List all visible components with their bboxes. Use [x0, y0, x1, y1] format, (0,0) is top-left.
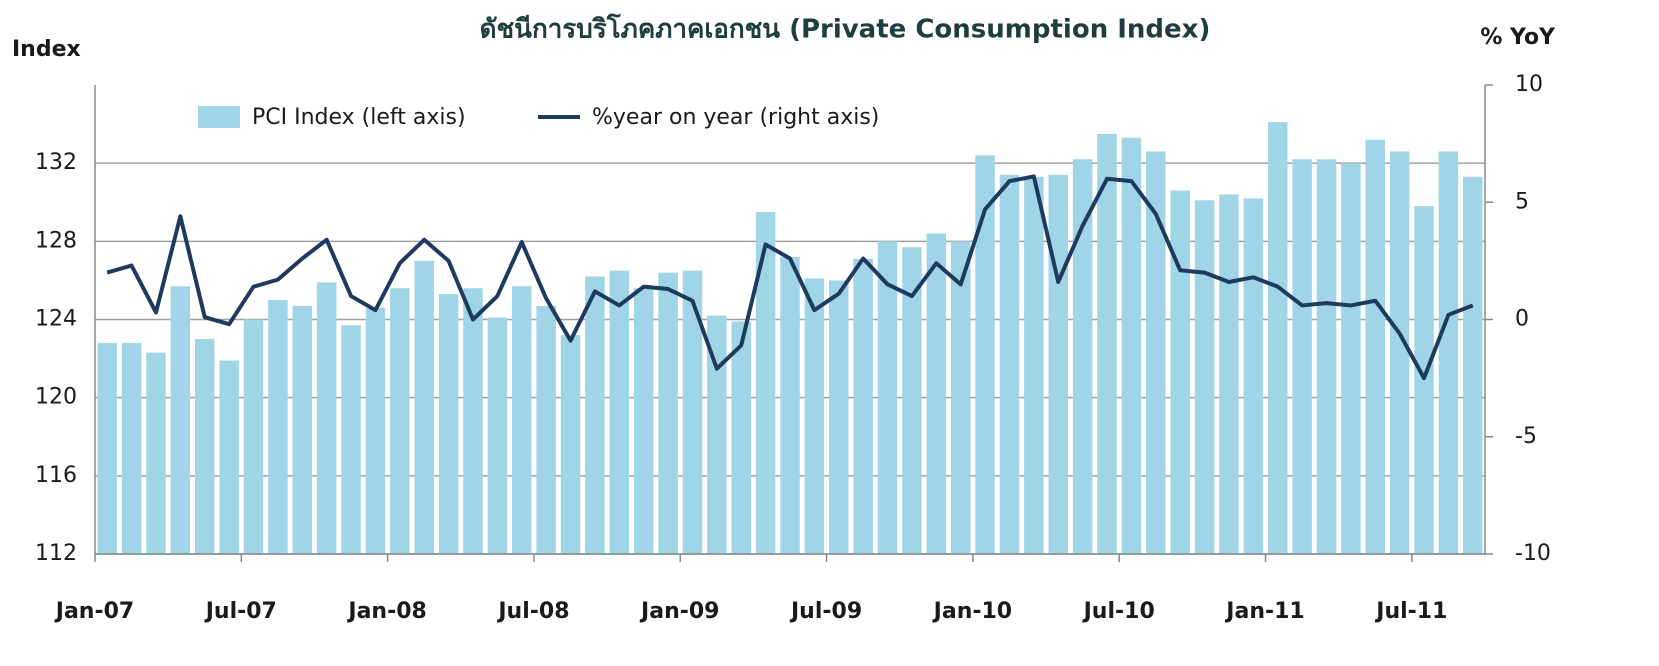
x-tick-label: Jul-08 [496, 599, 569, 624]
legend-swatch [198, 106, 240, 128]
bar [585, 276, 605, 554]
bar [804, 278, 825, 554]
x-tick-label: Jan-07 [54, 599, 134, 624]
bar [487, 317, 508, 554]
bar [170, 286, 191, 554]
bar [316, 282, 337, 554]
x-tick-label: Jul-10 [1082, 599, 1155, 624]
bar [390, 288, 410, 554]
y2-tick-label: 5 [1515, 189, 1529, 214]
y2-tick-label: 10 [1515, 72, 1543, 97]
bar [1292, 159, 1312, 554]
y2-tick-label: 0 [1515, 307, 1529, 332]
bar [975, 155, 995, 554]
y-axis-label: Index [12, 37, 81, 62]
x-tick-label: Jul-07 [204, 599, 277, 624]
bar [853, 258, 873, 554]
bar [731, 321, 751, 554]
bar [292, 305, 313, 554]
bar [438, 294, 459, 554]
bar [780, 256, 800, 554]
y-tick-label: 120 [35, 385, 77, 410]
bar [682, 270, 703, 554]
y2-axis-label: % YoY [1480, 25, 1556, 50]
y-tick-label: 132 [35, 150, 77, 175]
bar [609, 270, 630, 554]
bar [1243, 198, 1264, 554]
y-tick-label: 128 [35, 228, 77, 253]
bar [1267, 122, 1288, 555]
bar [1146, 151, 1166, 555]
bar [707, 315, 727, 554]
bar [755, 212, 776, 555]
bar [926, 233, 947, 554]
bar [1438, 151, 1459, 555]
y2-tick-label: -5 [1515, 424, 1537, 449]
bar [1121, 137, 1142, 554]
bar [877, 241, 898, 555]
x-tick-label: Jan-09 [639, 599, 719, 624]
chart-title: ดัชนีการบริโภคภาคเอกชน (Private Consumpt… [480, 13, 1211, 45]
bar [1365, 139, 1386, 554]
bar [365, 307, 386, 554]
bar [1097, 133, 1117, 554]
bar [1048, 174, 1068, 554]
y-tick-label: 124 [35, 307, 77, 332]
bar [633, 288, 654, 554]
legend-label: PCI Index (left axis) [252, 105, 466, 130]
x-tick-label: Jan-08 [346, 599, 426, 624]
bar [902, 247, 922, 554]
bar [121, 342, 142, 554]
bar [146, 352, 166, 554]
bar [414, 260, 434, 554]
y2-tick-label: -10 [1515, 541, 1551, 566]
bar [219, 360, 239, 554]
y-tick-label: 112 [35, 541, 77, 566]
bar [243, 319, 264, 554]
bar [1316, 159, 1337, 554]
bar [1072, 159, 1093, 554]
x-tick-label: Jul-09 [789, 599, 862, 624]
bar [536, 305, 556, 554]
bar [1463, 176, 1483, 555]
bar [829, 280, 849, 554]
bar [1024, 176, 1044, 555]
bar [1341, 163, 1361, 554]
bar [950, 241, 971, 555]
bar [560, 335, 581, 554]
bar [463, 288, 483, 554]
bar [1194, 200, 1215, 554]
bar [97, 342, 117, 554]
legend-label: %year on year (right axis) [592, 105, 879, 130]
bar [1170, 190, 1190, 554]
x-tick-label: Jul-11 [1374, 599, 1447, 624]
y-tick-label: 116 [35, 463, 77, 488]
bar [1219, 194, 1239, 554]
bar [658, 272, 678, 554]
bar [1389, 151, 1410, 555]
bar [341, 325, 361, 554]
bar [194, 339, 215, 554]
x-tick-label: Jan-10 [932, 599, 1012, 624]
x-tick-label: Jan-11 [1224, 599, 1304, 624]
bar [268, 299, 288, 554]
bar [999, 174, 1020, 554]
line [106, 174, 1474, 381]
bar [512, 286, 532, 554]
